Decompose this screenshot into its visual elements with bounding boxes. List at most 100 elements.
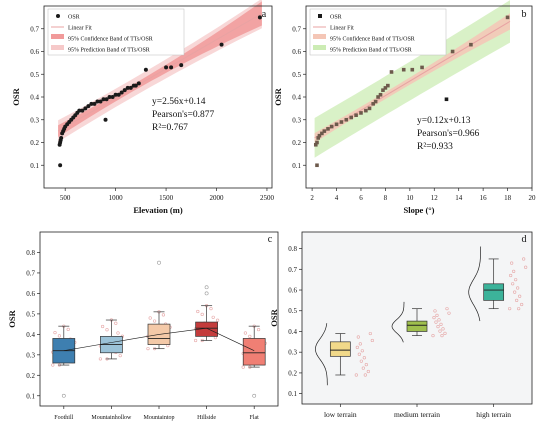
data-point xyxy=(381,88,385,92)
legend-marker-pred xyxy=(313,45,326,50)
observation-point xyxy=(439,322,443,326)
observation-point xyxy=(196,309,200,314)
observation-point xyxy=(161,313,165,317)
x-tick-label: 18 xyxy=(504,194,512,202)
fit-annotation: y=0.12x+0.13 xyxy=(417,116,471,126)
legend-label: Linear Fit xyxy=(68,26,92,32)
observation-point xyxy=(508,307,512,311)
data-point xyxy=(77,108,82,113)
observation-point xyxy=(57,334,62,338)
data-point xyxy=(86,104,91,109)
y-tick-label: 0.3 xyxy=(288,349,297,357)
data-point xyxy=(344,117,349,122)
data-point xyxy=(420,65,424,70)
data-point xyxy=(383,86,388,90)
observation-point xyxy=(515,298,519,302)
data-point xyxy=(116,92,121,97)
legend-label: 95% Confidence Band of TTs/OSR xyxy=(330,36,415,43)
data-point xyxy=(505,15,510,20)
panel-label: a xyxy=(262,9,267,20)
observation-point xyxy=(356,335,360,339)
fit-annotation: Pearson's=0.966 xyxy=(417,129,479,139)
data-point xyxy=(378,92,383,97)
data-point xyxy=(469,42,473,47)
observation-point xyxy=(209,306,213,311)
density-curve xyxy=(468,246,482,322)
y-tick-label: 0.2 xyxy=(30,139,39,147)
observation-point xyxy=(98,357,102,361)
legend-box xyxy=(309,8,447,56)
observation-point xyxy=(360,349,364,353)
panel-b: 0.1 0.2 0.3 0.4 0.5 0.6 0.7 2 4 6 8 10 12 14 16 18 20 Slo… xyxy=(273,0,536,215)
box-body xyxy=(329,341,351,357)
x-tick-label: 1000 xyxy=(109,194,124,202)
data-point xyxy=(103,117,108,122)
observation-point xyxy=(66,327,70,332)
observation-point xyxy=(248,334,252,339)
y-tick-label: 0.8 xyxy=(26,249,35,257)
observation-point xyxy=(445,307,449,311)
y-tick-label: 0.3 xyxy=(26,351,35,359)
y-tick-label: 0.1 xyxy=(292,162,301,170)
observation-point xyxy=(53,331,57,335)
data-point xyxy=(98,99,103,104)
panel-label: b xyxy=(522,9,527,20)
observation-point xyxy=(146,347,150,351)
data-point xyxy=(92,101,97,106)
box-body xyxy=(195,321,218,337)
x-tick-label: 8 xyxy=(384,194,388,202)
data-point xyxy=(322,129,327,133)
data-point xyxy=(316,136,321,140)
data-point xyxy=(317,133,322,138)
observation-point xyxy=(361,366,365,370)
box-4 xyxy=(194,285,220,343)
y-tick-label: 0.7 xyxy=(30,25,39,33)
y-tick-label: 0.6 xyxy=(26,290,35,298)
y-axis-label: OSR xyxy=(11,87,21,105)
data-point xyxy=(113,92,118,97)
mean-trend-line xyxy=(63,327,255,351)
y-tick-label: 0.3 xyxy=(292,116,301,124)
y-tick-label: 0.7 xyxy=(292,25,301,33)
observation-point xyxy=(355,345,359,349)
data-point xyxy=(119,90,124,95)
data-point xyxy=(59,135,64,140)
observation-point xyxy=(241,365,245,369)
observation-point xyxy=(436,325,440,329)
observation-point xyxy=(509,273,513,278)
y-tick-label: 0.2 xyxy=(292,139,301,147)
observation-point xyxy=(441,327,445,331)
legend-label: 95% Prediction Band of TTs/OSR xyxy=(330,47,412,54)
legend-marker-pred xyxy=(51,45,64,50)
y-tick-label: 0.4 xyxy=(26,331,35,339)
observation-point xyxy=(359,359,363,363)
y-tick-label: 0.5 xyxy=(288,307,297,315)
y-axis-label: OSR xyxy=(269,308,279,326)
y-tick-label: 0.1 xyxy=(26,392,35,400)
data-point xyxy=(444,97,449,102)
data-point xyxy=(339,120,344,124)
observation-point xyxy=(516,286,520,290)
panel-d: 0.1 0.2 0.3 0.4 0.5 0.6 0.7 0.8 low terrain mediu… xyxy=(269,231,533,419)
x-tick-label: Hillside xyxy=(197,415,216,421)
data-point xyxy=(95,99,100,104)
observation-point xyxy=(447,311,451,315)
data-point xyxy=(107,95,112,99)
observation-point xyxy=(153,319,157,323)
data-point xyxy=(313,142,318,147)
data-point xyxy=(359,111,363,115)
data-point xyxy=(257,15,262,20)
x-tick-label: Mountaintop xyxy=(144,415,175,421)
data-point xyxy=(122,88,127,93)
data-point xyxy=(169,65,174,70)
data-point xyxy=(58,163,63,168)
observation-point xyxy=(216,318,220,322)
data-point xyxy=(80,108,85,113)
observation-point xyxy=(358,342,362,346)
x-tick-label: 20 xyxy=(529,194,537,202)
data-point xyxy=(128,85,133,90)
y-tick-label: 0.4 xyxy=(292,94,301,102)
observation-point xyxy=(522,257,526,261)
y-tick-label: 0.6 xyxy=(30,48,39,56)
